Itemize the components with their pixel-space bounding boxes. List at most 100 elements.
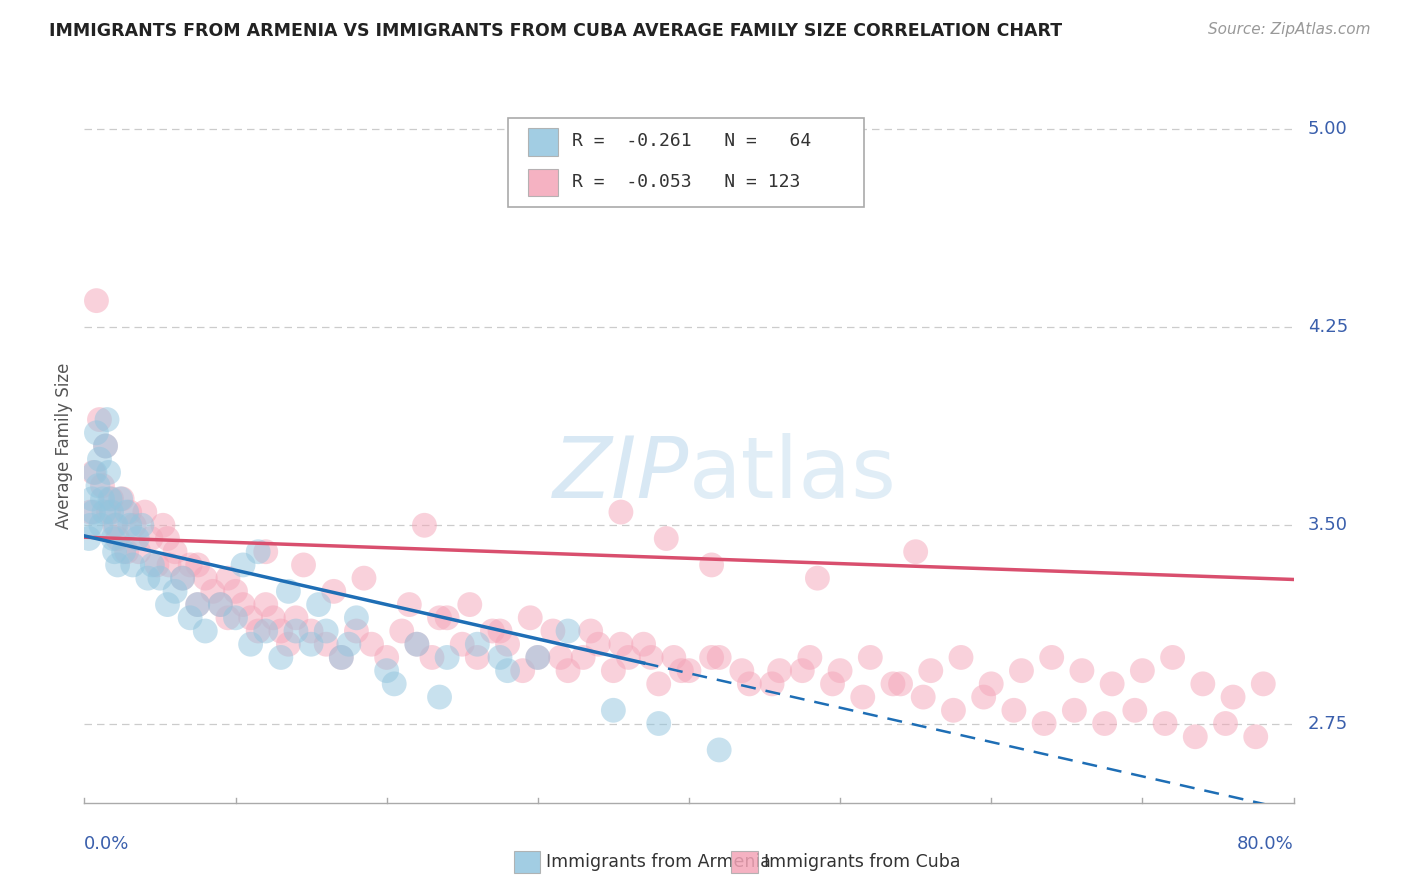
Point — [912, 690, 935, 704]
Point — [107, 558, 129, 572]
Point — [489, 624, 512, 638]
Point — [299, 624, 322, 638]
Point — [1033, 716, 1056, 731]
Point — [648, 716, 671, 731]
Point — [572, 650, 595, 665]
Point — [1094, 716, 1116, 731]
Point — [391, 624, 413, 638]
Point — [322, 584, 344, 599]
Point — [91, 491, 114, 506]
Point — [769, 664, 792, 678]
Point — [209, 598, 232, 612]
Point — [172, 571, 194, 585]
Point — [489, 650, 512, 665]
Point — [141, 558, 163, 572]
Point — [1132, 664, 1154, 678]
Point — [89, 412, 111, 426]
Point — [79, 518, 101, 533]
Text: R =  -0.261   N =   64: R = -0.261 N = 64 — [572, 132, 811, 150]
Point — [107, 532, 129, 546]
Point — [104, 545, 127, 559]
Text: 4.25: 4.25 — [1308, 318, 1348, 336]
Point — [700, 650, 723, 665]
Point — [852, 690, 875, 704]
Point — [429, 690, 451, 704]
Point — [859, 650, 882, 665]
Point — [436, 611, 458, 625]
Point — [111, 491, 134, 506]
Point — [146, 558, 169, 572]
Point — [1253, 677, 1275, 691]
Point — [94, 439, 117, 453]
Point — [527, 650, 550, 665]
Point — [973, 690, 995, 704]
Point — [315, 624, 337, 638]
Point — [118, 518, 141, 533]
Point — [172, 571, 194, 585]
Point — [731, 664, 754, 678]
Point — [86, 293, 108, 308]
Point — [115, 545, 138, 559]
Point — [541, 624, 564, 638]
Point — [382, 677, 405, 691]
Point — [904, 545, 927, 559]
Point — [1161, 650, 1184, 665]
Point — [579, 624, 602, 638]
Point — [761, 677, 783, 691]
Point — [308, 598, 330, 612]
Point — [633, 637, 655, 651]
Point — [299, 637, 322, 651]
Point — [617, 650, 640, 665]
Point — [179, 558, 201, 572]
Point — [118, 505, 141, 519]
Point — [413, 518, 436, 533]
Text: IMMIGRANTS FROM ARMENIA VS IMMIGRANTS FROM CUBA AVERAGE FAMILY SIZE CORRELATION : IMMIGRANTS FROM ARMENIA VS IMMIGRANTS FR… — [49, 22, 1063, 40]
Point — [950, 650, 973, 665]
Text: 80.0%: 80.0% — [1237, 835, 1294, 853]
Point — [519, 611, 541, 625]
Point — [86, 425, 108, 440]
Point — [149, 571, 172, 585]
FancyBboxPatch shape — [508, 118, 865, 207]
Point — [84, 466, 107, 480]
Point — [588, 637, 610, 651]
Point — [602, 703, 624, 717]
Point — [1184, 730, 1206, 744]
Point — [77, 532, 100, 546]
Point — [156, 532, 179, 546]
Text: Source: ZipAtlas.com: Source: ZipAtlas.com — [1208, 22, 1371, 37]
Point — [232, 558, 254, 572]
Text: 0.0%: 0.0% — [84, 835, 129, 853]
Point — [512, 664, 534, 678]
Point — [890, 677, 912, 691]
Point — [436, 650, 458, 665]
Point — [527, 650, 550, 665]
Point — [100, 505, 122, 519]
Text: R =  -0.053   N = 123: R = -0.053 N = 123 — [572, 173, 800, 191]
Point — [285, 611, 308, 625]
Point — [179, 611, 201, 625]
Point — [247, 624, 270, 638]
Point — [1040, 650, 1063, 665]
Point — [420, 650, 443, 665]
Point — [830, 664, 852, 678]
Point — [127, 532, 149, 546]
Point — [1063, 703, 1085, 717]
Point — [806, 571, 828, 585]
Point — [254, 598, 277, 612]
Point — [882, 677, 904, 691]
Point — [112, 545, 135, 559]
Point — [277, 637, 299, 651]
Point — [239, 637, 262, 651]
Point — [104, 518, 127, 533]
Point — [398, 598, 420, 612]
Point — [375, 664, 398, 678]
FancyBboxPatch shape — [513, 851, 540, 872]
Point — [225, 611, 247, 625]
Point — [187, 558, 209, 572]
Point — [1222, 690, 1244, 704]
FancyBboxPatch shape — [731, 851, 758, 872]
Text: 2.75: 2.75 — [1308, 714, 1348, 732]
Point — [1154, 716, 1177, 731]
Point — [360, 637, 382, 651]
